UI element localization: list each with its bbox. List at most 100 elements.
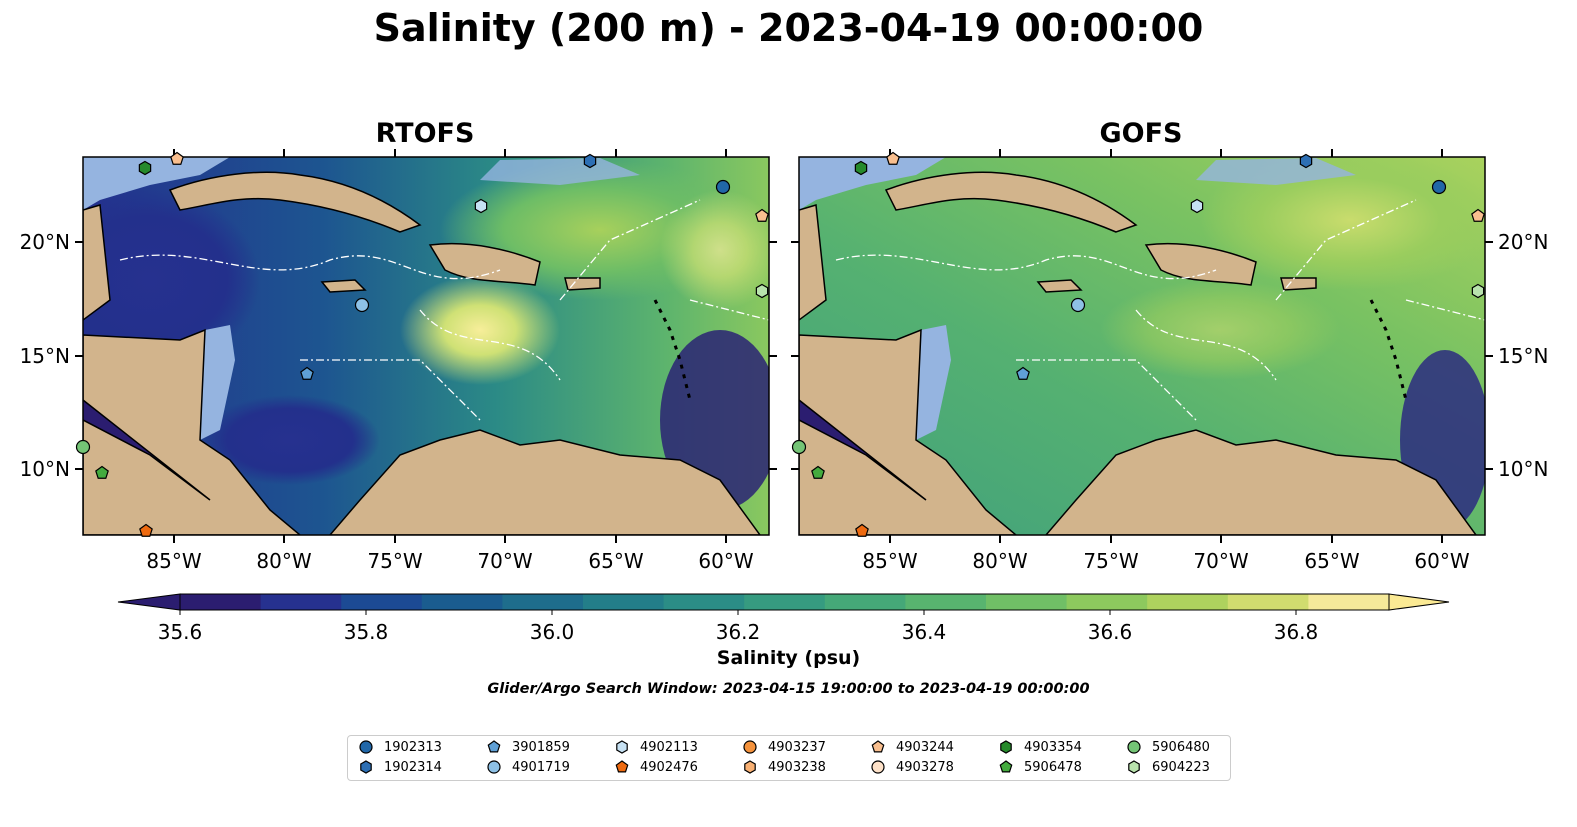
pentagon-icon [487, 740, 501, 753]
float-markers [75, 151, 1485, 537]
colorbar-segment [663, 594, 745, 610]
colorbar-extend-high [1388, 593, 1450, 611]
float-marker-5906480-rtofs [75, 439, 91, 455]
float-marker-3901859-rtofs [300, 366, 314, 380]
legend-label: 3901859 [512, 739, 570, 755]
lon-tick-label: 85°W [146, 549, 201, 573]
legend-label: 4902476 [640, 759, 698, 775]
legend-label: 1902314 [384, 759, 442, 775]
colorbar-segment [180, 594, 262, 610]
rtofs-frame [82, 156, 770, 536]
lon-tick-label: 75°W [367, 549, 422, 573]
colorbar-segment [744, 594, 826, 610]
legend-marker [487, 760, 501, 774]
panel-title-gofs: GOFS [1099, 118, 1183, 149]
pentagon-icon [999, 760, 1013, 773]
legend-item-1902313: 1902313 [358, 738, 442, 756]
legend: 1902313 1902314 3901859 4901719 4902113 49024… [347, 735, 1231, 781]
lat-tick-label-left: 15°N [20, 344, 70, 368]
colorbar-tick-label: 36.8 [1274, 620, 1319, 644]
legend-label: 4901719 [512, 759, 570, 775]
legend-marker [487, 740, 501, 753]
gofs-central-saline-patch [1100, 280, 1340, 380]
figure-title: Salinity (200 m) - 2023-04-19 00:00:00 [373, 6, 1204, 50]
colorbar-segment [1147, 594, 1229, 610]
legend-marker [871, 760, 885, 774]
legend-item-4902113: 4902113 [614, 738, 698, 756]
rtofs-fresh-colombia-basin [200, 395, 380, 485]
legend-label: 5906478 [1024, 759, 1082, 775]
gofs-map [799, 157, 1485, 535]
colorbar-segment [986, 594, 1068, 610]
gofs-eez-lines [835, 199, 1485, 421]
legend-marker [999, 760, 1013, 773]
float-marker-4901719-gofs [1070, 297, 1086, 313]
colorbar-segment [502, 594, 584, 610]
lat-tick-label-right: 15°N [1498, 344, 1548, 368]
gofs-land-puerto-rico [1280, 277, 1317, 291]
float-marker-4902113-gofs [1190, 198, 1204, 214]
rtofs-land-central-america [83, 328, 302, 535]
legend-marker [616, 740, 628, 754]
lon-tick-label: 65°W [588, 549, 643, 573]
legend-label: 4903244 [896, 739, 954, 755]
colorbar-segment [583, 594, 665, 610]
gofs-shelf-nicaragua [911, 325, 951, 440]
float-marker-1902314-rtofs [583, 153, 597, 169]
float-marker-5906478-rtofs [95, 465, 109, 479]
float-marker-5906480-gofs [791, 439, 807, 455]
float-marker-4903354-rtofs [138, 160, 152, 176]
hexagon-icon [360, 760, 372, 774]
legend-item-4903278: 4903278 [870, 758, 954, 776]
colorbar: 35.6 35.8 36.0 36.2 36.4 36.6 36.8 [117, 593, 1450, 644]
legend-label: 4902113 [640, 739, 698, 755]
legend-item-6904223: 6904223 [1126, 758, 1210, 776]
legend-marker [871, 740, 885, 753]
legend-item-4902476: 4902476 [614, 758, 698, 776]
colorbar-tick-label: 36.2 [716, 620, 761, 644]
legend-item-4903244: 4903244 [870, 738, 954, 756]
colorbar-segment [905, 594, 987, 610]
lat-tick-label-right: 20°N [1498, 230, 1548, 254]
lon-tick-label: 65°W [1304, 549, 1359, 573]
lon-tick-label: 80°W [972, 549, 1027, 573]
circle-icon [1127, 740, 1141, 754]
legend-item-4903238: 4903238 [742, 758, 826, 776]
lon-tick-label: 80°W [256, 549, 311, 573]
float-marker-6904223-gofs [1471, 283, 1485, 299]
circle-icon [359, 740, 373, 754]
rtofs-land-cuba [168, 171, 422, 233]
rtofs-land-hispaniola [428, 242, 541, 286]
legend-marker [1128, 760, 1140, 774]
float-marker-4902476-rtofs [139, 523, 153, 537]
lat-tick-label-left: 10°N [20, 457, 70, 481]
gofs-shelf-gulf [799, 157, 946, 210]
colorbar-segment [824, 594, 906, 610]
gofs-land-yucatan [799, 204, 827, 321]
legend-label: 1902313 [384, 739, 442, 755]
lon-tick-label: 70°W [477, 549, 532, 573]
colorbar-segment [1227, 594, 1309, 610]
lon-tick-label: 70°W [1193, 549, 1248, 573]
circle-icon [743, 740, 757, 754]
hexagon-icon [1000, 740, 1012, 754]
rtofs-eddy-east [660, 190, 769, 310]
colorbar-tick-label: 36.6 [1088, 620, 1133, 644]
legend-label: 4903237 [768, 739, 826, 755]
float-marker-4903244-rtofs [755, 208, 769, 222]
rtofs-shelf-gulf [83, 157, 230, 210]
rtofs-fresh-west [83, 190, 260, 370]
legend-item-3901859: 3901859 [486, 738, 570, 756]
rtofs-eez-lines [119, 199, 769, 421]
circle-icon [871, 760, 885, 774]
lon-tick-label: 75°W [1083, 549, 1138, 573]
colorbar-tick-label: 35.6 [158, 620, 203, 644]
colorbar-segment [1308, 594, 1390, 610]
float-marker-1902313-gofs [1431, 179, 1447, 195]
legend-label: 6904223 [1152, 759, 1210, 775]
lat-tick-label-left: 20°N [20, 230, 70, 254]
float-marker-4903354-gofs [854, 160, 868, 176]
legend-item-1902314: 1902314 [358, 758, 442, 776]
legend-marker [615, 760, 629, 773]
